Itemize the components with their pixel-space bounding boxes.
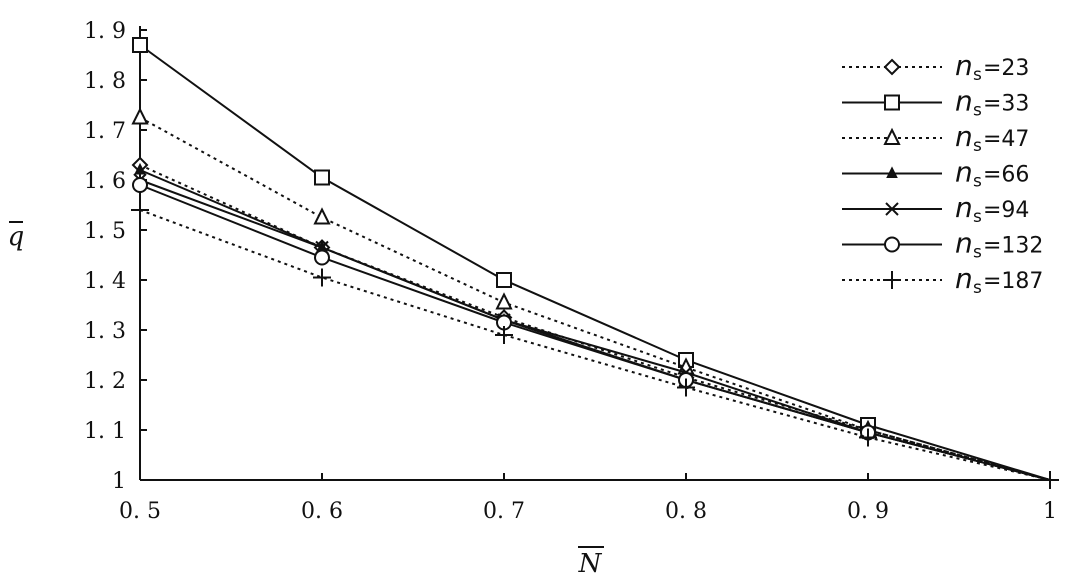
series-group — [131, 107, 1051, 481]
legend-symbol: n — [955, 227, 973, 260]
series-line — [139, 169, 1051, 481]
series-lines — [131, 37, 1059, 489]
legend-value: =187 — [983, 269, 1043, 294]
legend-entry: n s =132 — [842, 227, 1043, 263]
x-tick-label: 0. 6 — [301, 499, 343, 524]
legend-entry: n s =66 — [842, 156, 1029, 192]
legend-symbol: n — [955, 262, 973, 295]
legend-value: =33 — [983, 92, 1029, 117]
x-tick-label: 0. 8 — [665, 499, 707, 524]
legend-marker — [884, 236, 900, 253]
series-group — [133, 173, 1051, 481]
legend-value: =132 — [983, 234, 1043, 259]
legend-subscript: s — [973, 172, 982, 192]
data-point-marker — [859, 428, 877, 447]
legend-value: =47 — [983, 127, 1029, 152]
y-tick-label: 1. 3 — [84, 319, 126, 344]
series-group — [134, 162, 1051, 481]
series-line — [139, 116, 1051, 481]
y-tick-label: 1. 6 — [84, 169, 126, 194]
legend-value: =66 — [983, 163, 1029, 188]
y-tick-label: 1 — [112, 469, 126, 494]
data-point-marker — [314, 249, 330, 266]
legend-marker — [883, 58, 901, 76]
x-tick-label: 0. 9 — [847, 499, 889, 524]
legend-marker-stroke — [885, 202, 899, 216]
data-point-marker — [313, 268, 331, 287]
data-point-marker — [495, 326, 513, 344]
legend-entry: n s =47 — [842, 120, 1029, 156]
series-group — [132, 37, 1051, 481]
data-point-marker — [496, 272, 512, 288]
y-tick-label: 1. 1 — [84, 419, 126, 444]
legend-subscript: s — [973, 65, 982, 85]
legend-value: =23 — [983, 56, 1029, 81]
series-line — [139, 164, 1051, 481]
series-group — [131, 201, 1059, 489]
series-line — [139, 44, 1051, 481]
x-tick-label: 0. 5 — [119, 499, 161, 524]
y-tick-label: 1. 2 — [84, 369, 126, 394]
series-line — [139, 184, 1051, 481]
data-point-marker — [132, 37, 148, 53]
legend-entry: n s =187 — [842, 262, 1043, 298]
legend-subscript: s — [973, 136, 982, 156]
legend-symbol: n — [955, 85, 973, 118]
data-point-marker — [132, 177, 148, 193]
y-tick-label: 1. 9 — [84, 19, 126, 44]
legend-subscript: s — [973, 243, 982, 263]
series-line — [139, 179, 1051, 481]
legend-symbol: n — [955, 49, 973, 82]
data-point-marker — [495, 292, 513, 310]
x-axis-title: N — [578, 549, 603, 579]
legend-marker — [885, 202, 899, 216]
data-point-marker — [1041, 471, 1059, 489]
data-point-marker — [131, 201, 149, 219]
y-tick-label: 1. 8 — [84, 69, 126, 94]
series-line — [139, 209, 1051, 481]
axes: 0. 5 0. 6 0. 7 0. 8 0. 9 1 1 1. 1 1. 2 1. 3 1. 4 1.… — [84, 19, 1057, 524]
y-tick-label: 1. 5 — [84, 219, 126, 244]
legend-entry: n s =23 — [842, 49, 1029, 85]
data-point-marker — [134, 162, 146, 175]
legend-marker — [886, 166, 898, 178]
y-axis-title: q — [8, 222, 25, 252]
legend-marker — [883, 127, 901, 145]
x-tick-label: 0. 7 — [483, 499, 525, 524]
axis-titles: N q — [8, 221, 604, 579]
legend-marker — [884, 94, 900, 111]
data-point-marker — [313, 207, 331, 225]
legend-value: =94 — [983, 198, 1029, 223]
legend-symbol: n — [955, 156, 973, 189]
y-tick-label: 1. 4 — [84, 269, 126, 294]
x-tick-label: 1 — [1043, 499, 1057, 524]
data-point-marker — [677, 378, 695, 397]
legend-entry: n s =94 — [842, 191, 1029, 227]
y-tick-label: 1. 7 — [84, 119, 126, 144]
legend-marker — [883, 271, 901, 289]
data-point-marker — [131, 107, 149, 125]
legend-entry: n s =33 — [842, 85, 1029, 121]
legend-subscript: s — [973, 278, 982, 298]
legend-subscript: s — [973, 207, 982, 227]
legend-symbol: n — [955, 120, 973, 153]
legend-symbol: n — [955, 191, 973, 224]
legend-subscript: s — [973, 101, 982, 121]
data-point-marker — [314, 169, 330, 186]
